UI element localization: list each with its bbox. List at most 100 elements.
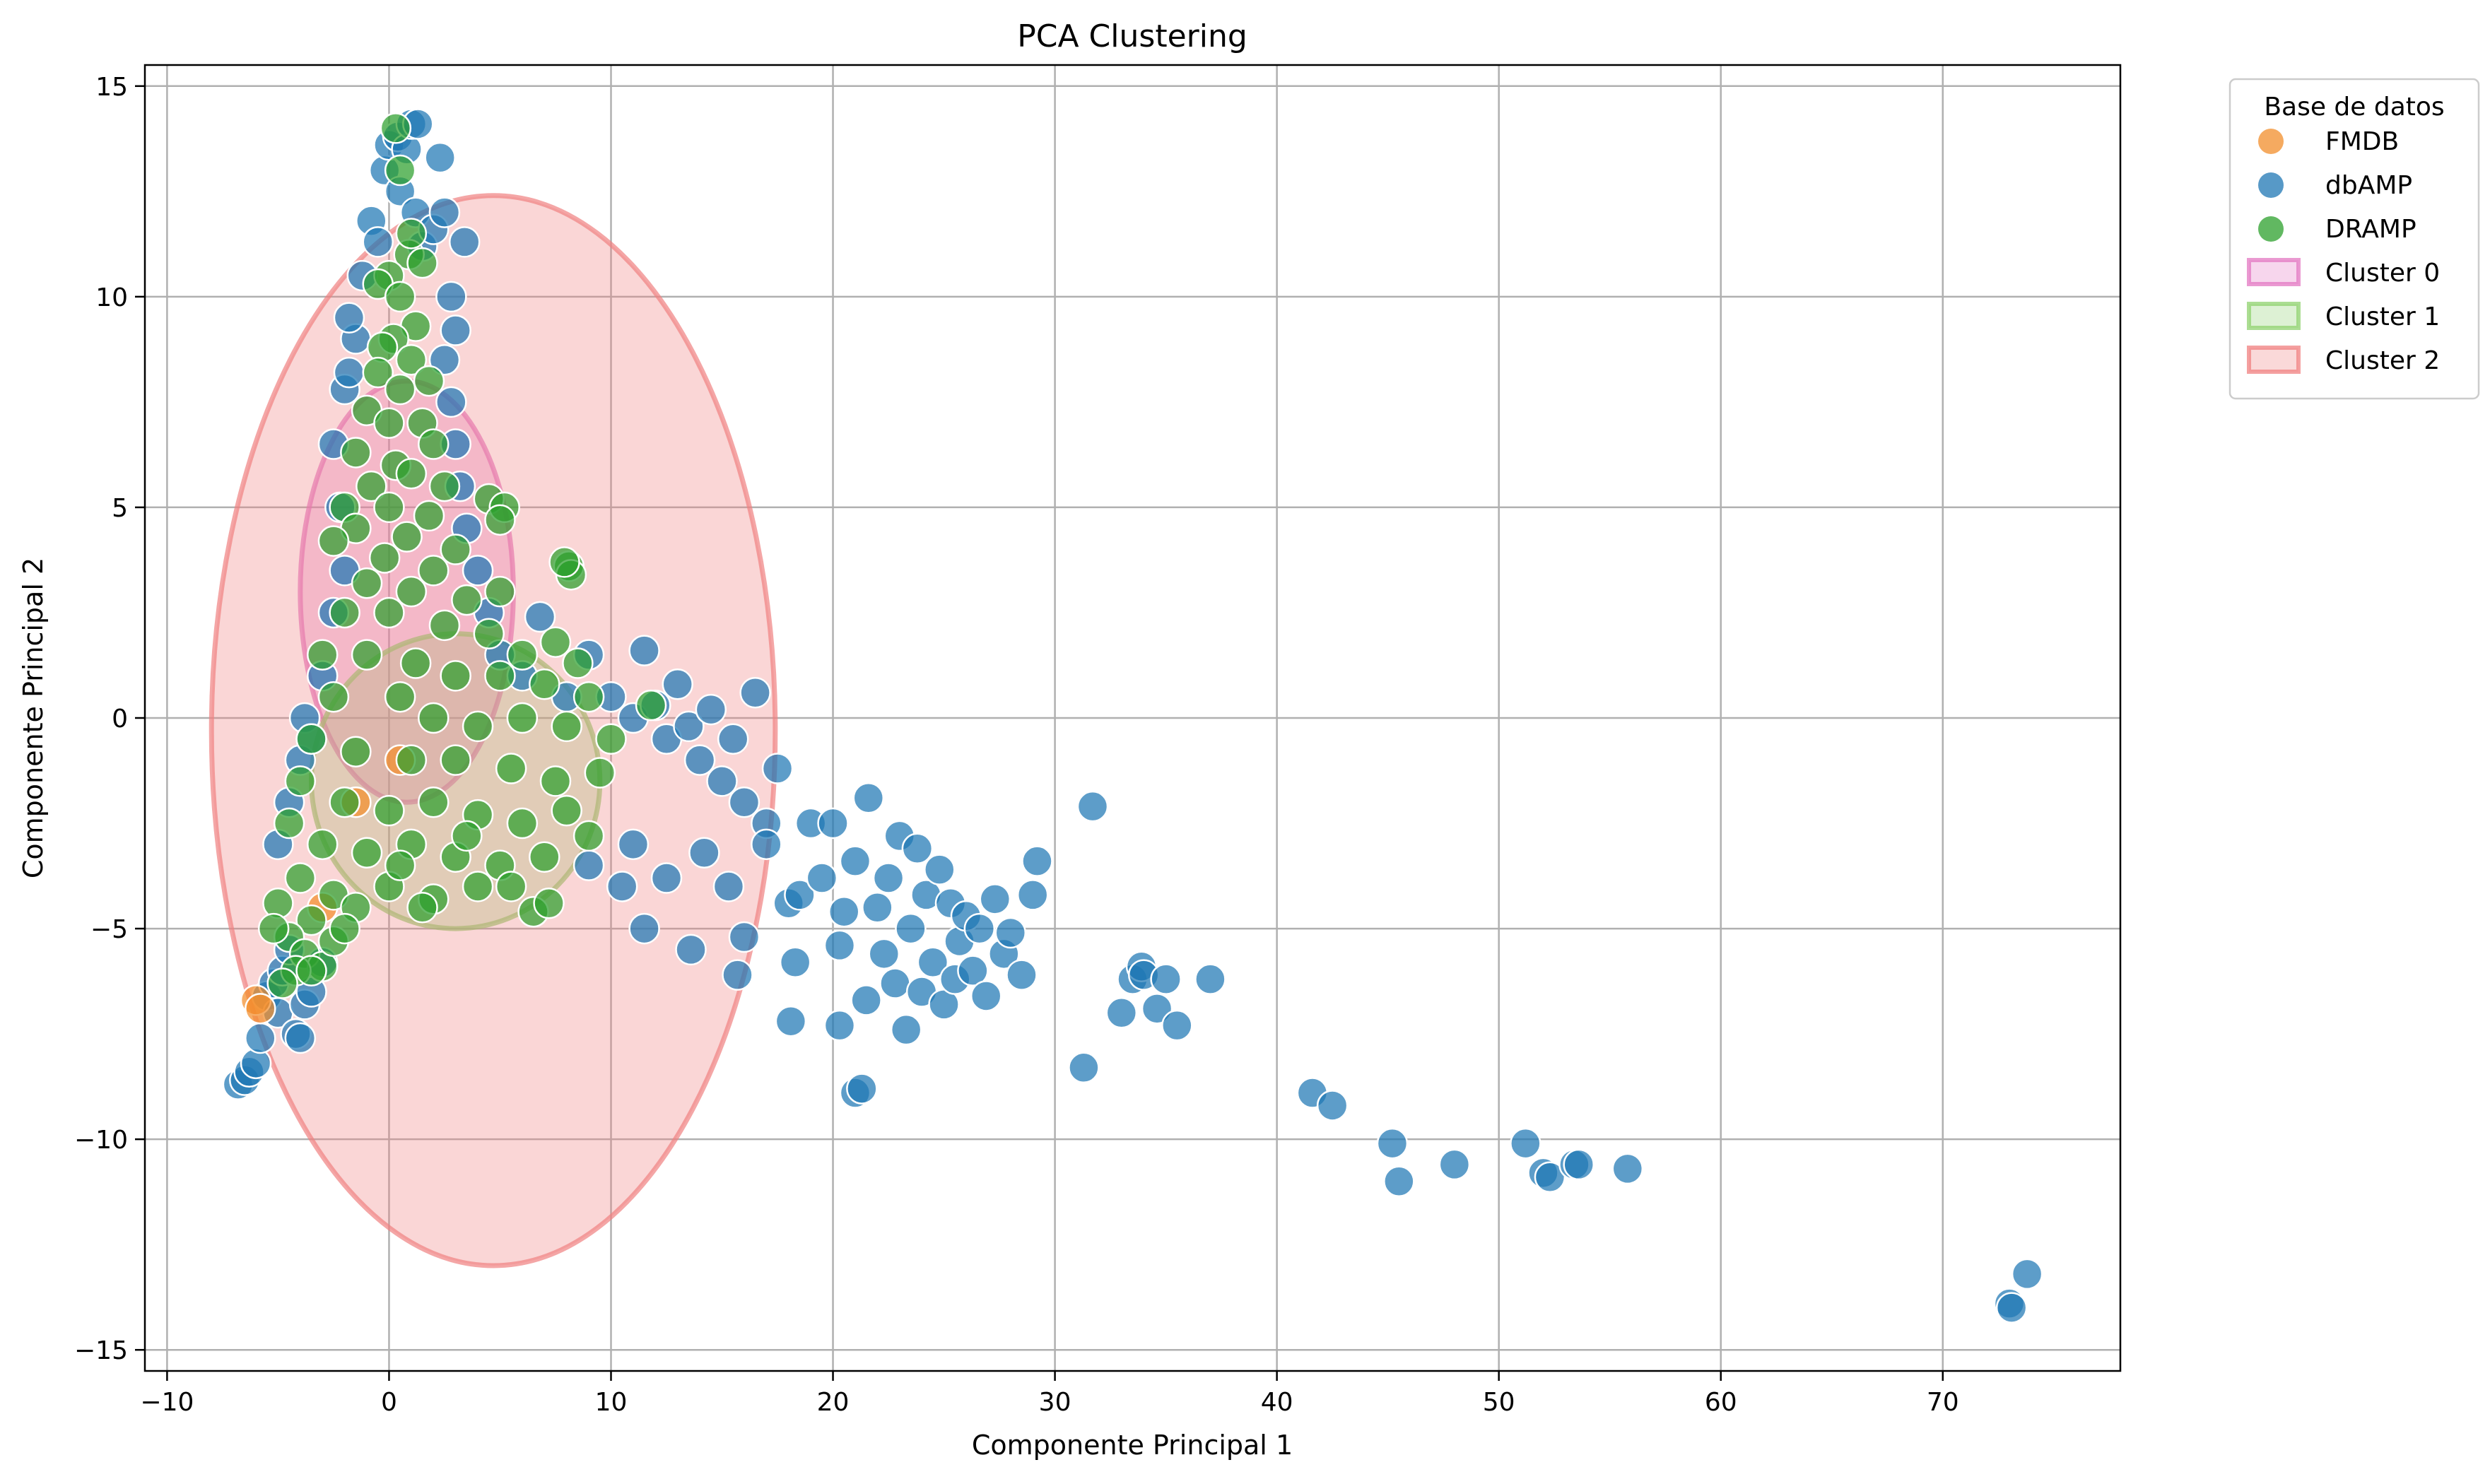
dramp-point: [384, 373, 416, 406]
dramp-point: [395, 744, 428, 776]
dramp-point: [384, 849, 416, 881]
dbamp-point: [850, 984, 882, 1016]
dramp-point: [539, 626, 572, 658]
dramp-point: [473, 618, 505, 650]
dramp-point: [340, 736, 372, 767]
dramp-point: [584, 757, 616, 789]
x-tick-label: 50: [1483, 1388, 1515, 1417]
dramp-point: [572, 681, 605, 713]
dramp-point: [506, 702, 539, 734]
dbamp-point: [957, 955, 989, 987]
legend-frame: [2228, 78, 2480, 400]
y-axis-ticks: −15 −10 −5 0 5 10 15: [74, 73, 145, 1365]
x-tick-label: −10: [140, 1388, 194, 1417]
dramp-point: [399, 647, 432, 679]
dramp-point: [295, 955, 327, 987]
dbamp-point: [572, 849, 605, 881]
y-tick-label: 10: [95, 283, 128, 312]
dbamp-point: [917, 946, 949, 979]
dbamp-point: [606, 871, 638, 902]
dramp-point: [484, 575, 516, 608]
dbamp-point: [2011, 1258, 2043, 1290]
legend-label-dramp: DRAMP: [2325, 215, 2416, 244]
dbamp-point: [284, 1022, 317, 1054]
dbamp-point: [924, 854, 956, 885]
dramp-point: [284, 862, 317, 894]
dbamp-point: [424, 141, 456, 174]
dramp-point: [395, 344, 428, 376]
dramp-point: [329, 912, 360, 945]
legend-title: Base de datos: [2264, 93, 2444, 122]
dbamp-point: [979, 883, 1011, 915]
dramp-point: [317, 681, 350, 713]
dbamp-point: [333, 302, 365, 334]
dbamp-point: [901, 832, 934, 865]
dramp-point: [295, 904, 327, 936]
dramp-point: [451, 820, 483, 852]
dramp-point: [462, 710, 494, 743]
dbamp-point: [435, 281, 467, 313]
dramp-point: [380, 112, 412, 144]
dramp-point: [428, 609, 461, 642]
dbamp-point: [675, 934, 707, 966]
x-tick-label: 60: [1705, 1388, 1737, 1417]
legend-label-cluster-1: Cluster 1: [2325, 302, 2440, 331]
dbamp-point: [879, 967, 911, 999]
dramp-point: [440, 744, 471, 776]
dbamp-point: [739, 676, 771, 709]
dramp-point: [351, 639, 383, 671]
dramp-point: [506, 639, 539, 671]
fmdb-point: [245, 993, 276, 1025]
dbamp-point: [628, 912, 660, 945]
dbamp-point: [728, 786, 760, 818]
dbamp-point: [245, 1022, 276, 1054]
dramp-point: [368, 542, 401, 574]
dramp-point: [551, 794, 582, 827]
dramp-point: [373, 596, 405, 629]
legend: Base de datos FMDB dbAMP DRAMP Cluster 0 Clu…: [2228, 78, 2480, 400]
x-tick-label: 0: [381, 1388, 397, 1417]
legend-label-cluster-2: Cluster 2: [2325, 346, 2440, 375]
dramp-point: [418, 786, 450, 818]
legend-label-cluster-0: Cluster 0: [2325, 259, 2440, 288]
legend-label-fmdb: FMDB: [2325, 127, 2399, 156]
dbamp-point: [779, 946, 811, 979]
dbamp-point: [994, 917, 1027, 949]
dramp-point: [413, 500, 445, 532]
dbamp-point: [683, 744, 716, 776]
y-tick-label: −10: [74, 1126, 128, 1155]
dbamp-point: [1534, 1161, 1566, 1194]
chart-title: PCA Clustering: [1017, 18, 1247, 54]
dramp-point: [257, 912, 290, 945]
dbamp-point: [1021, 845, 1053, 877]
dramp-point: [495, 871, 527, 902]
dramp-point: [384, 281, 416, 313]
dbamp-point: [823, 1009, 856, 1042]
dbamp-point: [428, 344, 461, 376]
dramp-point: [295, 723, 327, 755]
x-tick-label: 10: [595, 1388, 628, 1417]
dbamp-point: [1383, 1165, 1415, 1197]
dbamp-point: [1068, 1052, 1100, 1084]
dramp-point: [284, 765, 317, 797]
dramp-point: [413, 365, 445, 397]
dbamp-point: [722, 959, 753, 991]
dramp-point: [418, 555, 450, 587]
dramp-point: [273, 807, 305, 840]
dbamp-point: [1161, 1009, 1193, 1042]
dramp-point: [635, 689, 667, 722]
dramp-point: [395, 218, 428, 249]
x-axis-ticks: −10 0 10 20 30 40 50 60 70: [140, 1371, 1959, 1417]
dramp-point: [356, 470, 387, 502]
dramp-point: [595, 723, 627, 755]
dramp-point: [548, 546, 580, 578]
dramp-point: [506, 807, 539, 840]
dramp-point: [329, 596, 360, 629]
y-tick-label: 15: [95, 73, 128, 102]
dbamp-point: [428, 196, 461, 228]
dbamp-point: [362, 226, 394, 258]
dbamp-point: [706, 765, 738, 797]
x-tick-label: 70: [1927, 1388, 1959, 1417]
legend-label-dbamp: dbAMP: [2325, 171, 2412, 200]
dbamp-point: [775, 1005, 807, 1037]
